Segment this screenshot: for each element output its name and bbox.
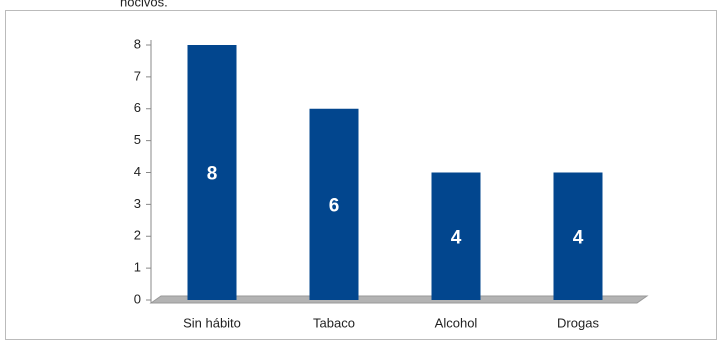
value-label: 4	[451, 227, 462, 248]
y-tick-label: 1	[134, 260, 141, 275]
bar	[309, 108, 359, 300]
caption-bg	[100, 0, 220, 10]
value-label: 4	[573, 227, 584, 248]
value-label: 6	[329, 195, 340, 216]
y-tick-label: 2	[134, 228, 141, 243]
y-tick-label: 3	[134, 196, 141, 211]
value-label: 8	[207, 164, 218, 185]
y-tick-label: 6	[134, 100, 141, 115]
x-tick-label: Drogas	[557, 315, 599, 330]
x-tick-label: Sin hábito	[183, 315, 241, 330]
floor	[149, 295, 649, 304]
y-tick-label: 0	[134, 291, 141, 306]
x-tick-label: Tabaco	[313, 315, 355, 330]
caption: nocivos.	[120, 0, 168, 9]
x-tick-label: Alcohol	[435, 315, 478, 330]
chart-frame	[5, 10, 717, 340]
bar	[553, 172, 603, 300]
bar	[431, 172, 481, 300]
y-tick-label: 8	[134, 36, 141, 51]
bar	[187, 45, 237, 300]
y-tick-label: 4	[134, 164, 141, 179]
y-tick-label: 7	[134, 68, 141, 83]
y-tick-label: 5	[134, 132, 141, 147]
